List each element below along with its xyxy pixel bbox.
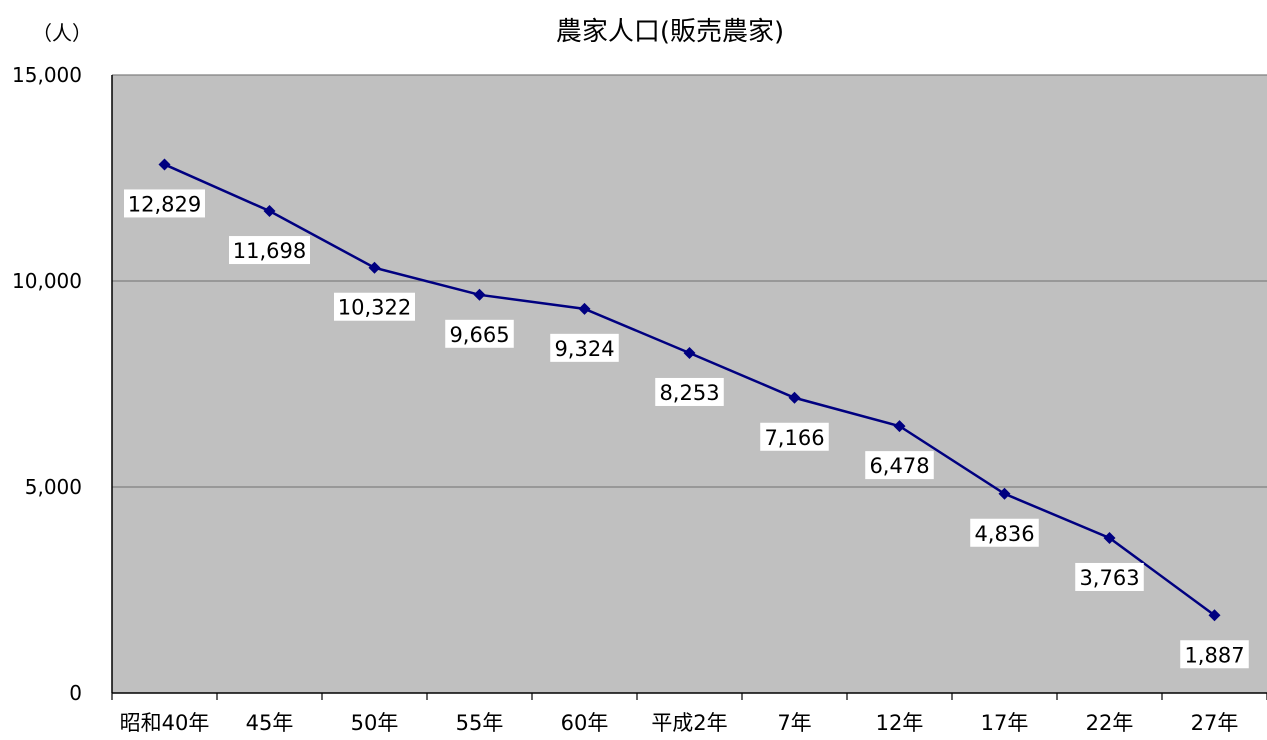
x-tick-labels: 昭和40年 45年 50年 55年 60年 平成2年 7年 12年 17年 22年 27年 (120, 711, 1239, 735)
data-label-box (229, 236, 310, 265)
x-tick-label: 22年 (1086, 711, 1134, 735)
chart-title: 農家人口(販売農家) (556, 17, 784, 47)
data-label-box (760, 422, 829, 451)
data-markers (158, 158, 1221, 622)
x-tick-label: 7年 (777, 711, 811, 735)
data-point (578, 302, 591, 315)
data-point (1103, 531, 1116, 544)
data-label: 11,698 (233, 239, 306, 263)
x-tick-label: 55年 (456, 711, 504, 735)
data-point (683, 346, 696, 359)
data-label: 4,836 (974, 522, 1034, 546)
data-point (1208, 609, 1221, 622)
x-tick-label: 12年 (876, 711, 924, 735)
x-tick-label: 昭和40年 (120, 711, 210, 735)
y-tick-label: 0 (69, 681, 82, 705)
data-labels: 12,829 11,698 10,322 9,665 9,324 8,253 7,166 6,… (124, 189, 1249, 669)
y-tick-label: 15,000 (12, 63, 82, 87)
data-label-box (1180, 640, 1249, 669)
y-axis-unit: （人） (32, 21, 92, 45)
data-point (368, 261, 381, 274)
data-label-box (445, 319, 514, 348)
x-tick-label: 17年 (981, 711, 1029, 735)
data-point (893, 420, 906, 433)
data-label: 6,478 (869, 454, 929, 478)
data-point (998, 487, 1011, 500)
data-label: 12,829 (128, 192, 201, 216)
x-tick-label: 50年 (351, 711, 399, 735)
data-label-box (550, 333, 619, 362)
x-tick-label: 27年 (1191, 711, 1239, 735)
y-tick-labels: 0 5,000 10,000 15,000 (12, 63, 82, 705)
data-point (263, 205, 276, 218)
data-point (158, 158, 171, 171)
data-label: 9,665 (449, 323, 509, 347)
data-label-box (970, 518, 1039, 547)
x-tick-label: 60年 (561, 711, 609, 735)
y-tick-label: 10,000 (12, 269, 82, 293)
data-point (473, 288, 486, 301)
data-label: 10,322 (338, 296, 411, 320)
data-label: 1,887 (1184, 643, 1244, 667)
x-tick-label: 平成2年 (651, 711, 727, 735)
data-label-box (124, 189, 205, 218)
x-tick-marks (111, 693, 1267, 700)
data-point (788, 391, 801, 404)
data-label: 7,166 (764, 426, 824, 450)
data-label: 3,763 (1079, 566, 1139, 590)
y-tick-label: 5,000 (25, 475, 82, 499)
data-label: 8,253 (659, 381, 719, 405)
x-tick-label: 45年 (246, 711, 294, 735)
data-label-box (655, 377, 724, 406)
data-label: 9,324 (554, 337, 614, 361)
data-label-box (865, 451, 934, 480)
data-label-box (334, 292, 415, 321)
data-label-box (1075, 562, 1144, 591)
gridlines (112, 74, 1267, 488)
